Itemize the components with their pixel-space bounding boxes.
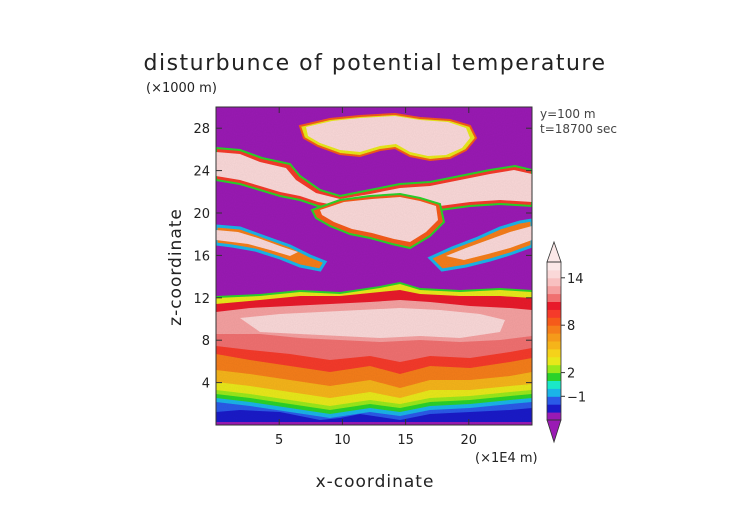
y-tick-label: 12 [193, 292, 210, 307]
colorbar-swatch [547, 309, 561, 318]
y-tick-label: 16 [193, 249, 210, 264]
colorbar-swatch [547, 364, 561, 374]
colorbar-swatch [547, 348, 561, 358]
y-tick-label: 8 [202, 334, 210, 349]
colorbar-swatch [547, 396, 561, 405]
y-axis: 4 8 12 16 20 24 28 [193, 122, 532, 392]
y-tick-label: 28 [193, 122, 210, 137]
colorbar-swatch [547, 372, 561, 381]
colorbar-swatch [547, 341, 561, 350]
colorbar-swatch [547, 412, 561, 421]
colorbar-swatch [547, 356, 561, 366]
colorbar-label: 8 [567, 319, 575, 334]
colorbar-swatch [547, 404, 561, 413]
colorbar-swatch [547, 293, 561, 302]
noise-overlay [216, 107, 532, 425]
colorbar-swatch [547, 301, 561, 310]
x-tick-label: 5 [275, 433, 283, 448]
colorbar-top-arrow [546, 240, 562, 263]
x-axis-title: x-coordinate [316, 472, 435, 492]
y-tick-label: 20 [193, 207, 210, 222]
colorbar-label: −1 [567, 390, 586, 405]
colorbar-label: 2 [567, 367, 575, 382]
x-tick-label: 15 [397, 433, 414, 448]
y-tick-label: 24 [193, 165, 210, 180]
x-axis: 5 10 15 20 [275, 107, 477, 448]
x-tick-label: 20 [461, 433, 478, 448]
y-tick-label: 4 [202, 377, 210, 392]
x-unit-label: (×1E4 m) [475, 451, 538, 466]
colorbar-bottom-arrow [546, 419, 562, 444]
x-tick-label: 10 [334, 433, 351, 448]
annotation-y: y=100 m [540, 107, 596, 121]
heatmap-plot [216, 107, 532, 425]
colorbar-swatch [547, 325, 561, 334]
colorbar-swatch [547, 277, 561, 287]
colorbar-frame [546, 261, 562, 421]
colorbar-swatch [547, 285, 561, 295]
colorbar-swatch [547, 388, 561, 397]
colorbar-swatch [547, 317, 561, 326]
y-axis-title: z-coordinate [166, 208, 186, 326]
colorbar-label: 14 [567, 272, 584, 287]
colorbar-swatch [547, 333, 561, 342]
colorbar: −1 2 8 14 [546, 240, 586, 444]
colorbar-swatch [547, 262, 561, 271]
annotation-t: t=18700 sec [540, 122, 617, 136]
plot-frame [215, 106, 533, 426]
colorbar-swatch [547, 269, 561, 279]
chart-title: disturbunce of potential temperature [144, 51, 607, 76]
colorbar-swatch [547, 380, 561, 389]
y-unit-label: (×1000 m) [146, 81, 217, 96]
